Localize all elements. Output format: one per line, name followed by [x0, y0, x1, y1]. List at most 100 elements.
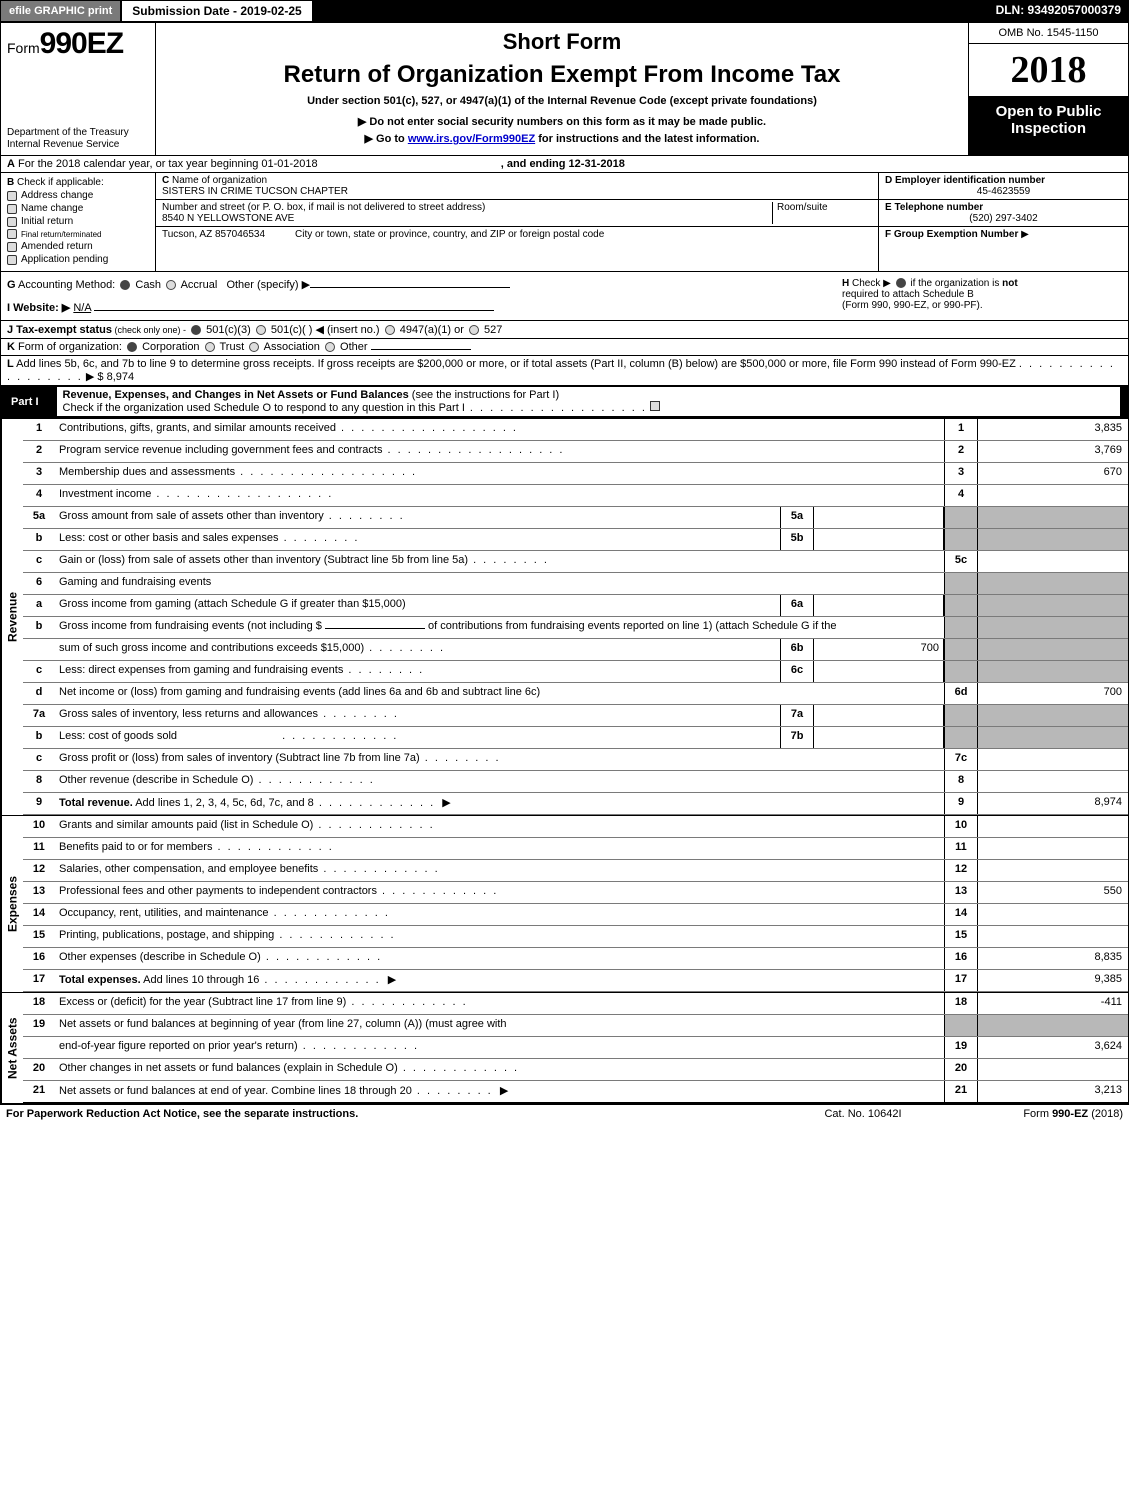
- h-text: Check ▶: [852, 278, 891, 289]
- line-17: 17 Total expenses. Add lines 10 through …: [23, 970, 1128, 992]
- header-right: OMB No. 1545-1150 2018 Open to Public In…: [968, 23, 1128, 155]
- line-num: 19: [23, 1015, 55, 1036]
- checkbox-icon: [7, 217, 17, 227]
- h-text2: if the organization is: [910, 278, 1002, 289]
- checkbox-initial-return[interactable]: Initial return: [7, 216, 149, 227]
- footer-form-prefix: Form: [1023, 1108, 1052, 1120]
- schedule-o-checkbox[interactable]: [650, 401, 660, 411]
- right-val: 3,835: [978, 419, 1128, 440]
- desc-suffix: of contributions from fundraising events…: [428, 620, 836, 632]
- checkbox-address-change[interactable]: Address change: [7, 190, 149, 201]
- radio-trust-icon[interactable]: [205, 342, 215, 352]
- section-a-ending: , and ending 12-31-2018: [501, 158, 625, 170]
- right-val: [978, 771, 1128, 792]
- section-a: A For the 2018 calendar year, or tax yea…: [1, 156, 1128, 173]
- mid-val: [814, 507, 944, 528]
- right-num: 21: [944, 1081, 978, 1102]
- org-name-row: C Name of organization SISTERS IN CRIME …: [156, 173, 878, 200]
- line-num: b: [23, 727, 55, 748]
- footer-catalog: Cat. No. 10642I: [763, 1108, 963, 1120]
- radio-cash-label: Cash: [135, 279, 161, 291]
- j-501c: 501(c)( ) ◀ (insert no.): [271, 324, 380, 336]
- radio-501c3-icon[interactable]: [191, 325, 201, 335]
- right-val: [978, 838, 1128, 859]
- instr2-prefix: ▶ Go to: [365, 133, 408, 145]
- checkbox-application-pending[interactable]: Application pending: [7, 254, 149, 265]
- info-block: B Check if applicable: Address change Na…: [1, 173, 1128, 272]
- radio-accrual-icon[interactable]: [166, 280, 176, 290]
- topbar-spacer: [313, 0, 988, 22]
- checkbox-label: Address change: [21, 190, 93, 201]
- j-527: 527: [484, 324, 502, 336]
- radio-cash-icon[interactable]: [120, 280, 130, 290]
- desc-text: Investment income: [59, 488, 151, 500]
- line-desc: Printing, publications, postage, and shi…: [55, 926, 944, 947]
- arrow-icon: [438, 797, 454, 809]
- radio-501c-icon[interactable]: [256, 325, 266, 335]
- submission-date: Submission Date - 2019-02-25: [121, 0, 312, 22]
- dots: [253, 774, 374, 786]
- line-desc: Less: direct expenses from gaming and fu…: [55, 661, 780, 682]
- line-num: 20: [23, 1059, 55, 1080]
- dept-line1: Department of the Treasury: [7, 127, 149, 139]
- line-7a: 7a Gross sales of inventory, less return…: [23, 705, 1128, 727]
- amount-field[interactable]: [325, 628, 425, 629]
- radio-assoc-icon[interactable]: [249, 342, 259, 352]
- efile-print-button[interactable]: efile GRAPHIC print: [0, 0, 121, 22]
- line-6d: d Net income or (loss) from gaming and f…: [23, 683, 1128, 705]
- form-number-block: Form990EZ: [7, 27, 149, 61]
- other-specify-field[interactable]: [310, 287, 510, 288]
- checkbox-name-change[interactable]: Name change: [7, 203, 149, 214]
- k-other-field[interactable]: [371, 349, 471, 350]
- desc-text: sum of such gross income and contributio…: [59, 642, 364, 654]
- line-6a: a Gross income from gaming (attach Sched…: [23, 595, 1128, 617]
- desc-text: Printing, publications, postage, and shi…: [59, 929, 274, 941]
- mid-num: 6c: [780, 661, 814, 682]
- label-i: I Website: ▶: [7, 302, 70, 314]
- desc-text: Program service revenue including govern…: [59, 444, 382, 456]
- radio-corp-icon[interactable]: [127, 342, 137, 352]
- city-label: City or town, state or province, country…: [295, 229, 604, 240]
- mid-num: 6a: [780, 595, 814, 616]
- checkbox-amended-return[interactable]: Amended return: [7, 241, 149, 252]
- j-4947: 4947(a)(1) or: [400, 324, 464, 336]
- mid-val: [814, 595, 944, 616]
- header-left: Form990EZ Department of the Treasury Int…: [1, 23, 156, 155]
- line-desc: Membership dues and assessments: [55, 463, 944, 484]
- dots: [277, 730, 398, 742]
- open-public-line1: Open to Public: [975, 103, 1122, 120]
- right-val-shaded: [978, 617, 1128, 638]
- dots: [343, 664, 424, 676]
- footer-right: Form 990-EZ (2018): [963, 1108, 1123, 1120]
- dots: [259, 974, 380, 986]
- checkbox-final-return[interactable]: Final return/terminated: [7, 229, 149, 239]
- checkbox-h-icon[interactable]: [896, 278, 906, 288]
- section-j: J Tax-exempt status (check only one) - 5…: [1, 320, 1128, 338]
- mid-num: 6b: [780, 639, 814, 660]
- line-desc: Less: cost of goods sold: [55, 727, 780, 748]
- line-5c: c Gain or (loss) from sale of assets oth…: [23, 551, 1128, 573]
- line-num: 3: [23, 463, 55, 484]
- c-label-text: Name of organization: [169, 175, 267, 186]
- right-val: [978, 860, 1128, 881]
- radio-527-icon[interactable]: [469, 325, 479, 335]
- line-desc: Gaming and fundraising events: [55, 573, 944, 594]
- line-num: 13: [23, 882, 55, 903]
- k-text: Form of organization:: [15, 341, 122, 353]
- dots: [346, 996, 467, 1008]
- check-dots: [465, 402, 647, 414]
- right-val-shaded: [978, 529, 1128, 550]
- right-val: [978, 551, 1128, 572]
- h-text4: (Form 990, 990-EZ, or 990-PF).: [842, 300, 1122, 311]
- section-h: H Check ▶ if the organization is not req…: [842, 278, 1122, 314]
- line-desc: Gross amount from sale of assets other t…: [55, 507, 780, 528]
- radio-4947-icon[interactable]: [385, 325, 395, 335]
- expenses-vertical-label: Expenses: [1, 816, 23, 992]
- right-val-shaded: [978, 639, 1128, 660]
- line-desc: end-of-year figure reported on prior yea…: [55, 1037, 944, 1058]
- mid-num: 5a: [780, 507, 814, 528]
- irs-link[interactable]: www.irs.gov/Form990EZ: [408, 133, 535, 145]
- radio-other-icon[interactable]: [325, 342, 335, 352]
- dots: [412, 1085, 493, 1097]
- line-desc: Benefits paid to or for members: [55, 838, 944, 859]
